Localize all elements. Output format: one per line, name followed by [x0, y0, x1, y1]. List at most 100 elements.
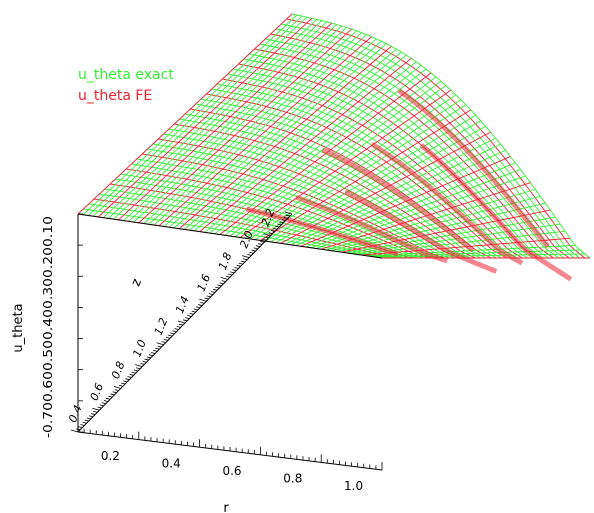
legend-entry-fe: u_theta FE [78, 88, 152, 104]
z-tick-label: 0.6 [88, 381, 107, 402]
z-tick [232, 269, 237, 272]
z-tick [153, 349, 158, 352]
z-tick-label: 1.4 [173, 294, 192, 315]
z-tick [110, 393, 115, 396]
z-tick [272, 227, 278, 230]
surface-line-v [153, 34, 367, 226]
surface-line-v [194, 54, 407, 232]
z-tick [210, 291, 216, 293]
surface-line-v [158, 36, 372, 227]
z-tick-label: 0.4 [66, 403, 85, 424]
surface-line-v [108, 20, 323, 219]
z-tick [93, 410, 98, 413]
z-tick [213, 288, 218, 291]
z-tick [148, 354, 153, 357]
fe-band [295, 194, 448, 264]
z-tick [165, 336, 171, 339]
z-tick [249, 251, 254, 254]
z-tick [176, 325, 181, 328]
z-tick [227, 273, 233, 276]
z-tick [113, 386, 121, 389]
surface-line-v [143, 30, 357, 224]
z-tick [230, 271, 235, 274]
z-tick [127, 376, 132, 378]
z-tick [97, 406, 102, 409]
fe-band [321, 147, 475, 253]
z-tick [199, 298, 207, 302]
surface-line-v [133, 27, 347, 223]
z-tick [240, 260, 246, 263]
z-tick [183, 319, 188, 322]
x-tick-label: 1.0 [344, 479, 363, 493]
z-tick [76, 428, 81, 431]
z-tick [172, 330, 177, 333]
z-tick [221, 280, 226, 282]
z-tick [225, 275, 231, 278]
z-tick [150, 352, 156, 354]
axis-labels: 0.20.40.60.81.00.40.60.81.01.21.41.61.82… [41, 207, 363, 493]
z-tick [193, 308, 198, 311]
z-tick [129, 373, 134, 376]
x-axis-title: r [223, 501, 229, 513]
fe-band [397, 88, 550, 249]
surface-line-v [128, 25, 343, 222]
surface-line-v [214, 68, 427, 235]
surface-line-v [77, 13, 293, 215]
y-axis-title: u_theta [11, 303, 26, 352]
z-tick [78, 426, 83, 429]
z-tick-label: 1.6 [195, 272, 214, 293]
surface-line-v [174, 43, 387, 229]
z-tick [189, 312, 194, 315]
surface-line-v [209, 64, 422, 234]
z-tick [255, 245, 260, 248]
z-tick [155, 347, 160, 350]
surface-line-v [123, 24, 338, 221]
z-tick [101, 402, 106, 405]
z-tick [123, 380, 128, 383]
surface-line-v [189, 51, 402, 231]
surface-line-v [113, 21, 328, 220]
fe-band [245, 206, 399, 257]
z-tick [275, 225, 280, 228]
z-tick [238, 262, 243, 265]
z-tick [262, 238, 267, 241]
z-tick [70, 429, 79, 433]
z-tick [106, 397, 111, 400]
surface-line-v [87, 15, 303, 216]
z-tick [283, 216, 288, 219]
z-tick [204, 297, 209, 300]
z-tick [118, 384, 124, 387]
z-tick [251, 249, 256, 252]
z-tick [200, 301, 205, 304]
z-tick [279, 221, 284, 224]
z-tick-label: 2.0 [237, 229, 256, 250]
z-tick [198, 304, 203, 306]
surface-line-v [371, 249, 581, 257]
surface-line-v [102, 19, 318, 219]
z-tick [285, 214, 290, 217]
z-tick [120, 382, 126, 385]
z-tick [263, 233, 271, 237]
surface-line-u [158, 138, 461, 259]
z-tick [112, 391, 117, 394]
z-tick-label: 1.2 [152, 316, 171, 337]
z-tick [170, 332, 175, 335]
z-tick [234, 267, 239, 269]
z-tick [191, 310, 196, 313]
z-tick [144, 358, 149, 361]
z-tick [84, 419, 89, 422]
z-tick [281, 219, 286, 221]
y-tick-labels: -0.700.600.500.400.300.200.10 [41, 216, 55, 438]
z-tick [157, 345, 162, 348]
z-axis-title: z [129, 277, 146, 289]
z-tick [114, 389, 119, 391]
surface-line-v [163, 38, 377, 227]
z-tick [220, 277, 228, 280]
z-tick [242, 258, 248, 261]
fe-band [344, 188, 498, 274]
z-tick [268, 232, 273, 235]
z-tick [88, 415, 94, 418]
z-tick [185, 317, 190, 320]
